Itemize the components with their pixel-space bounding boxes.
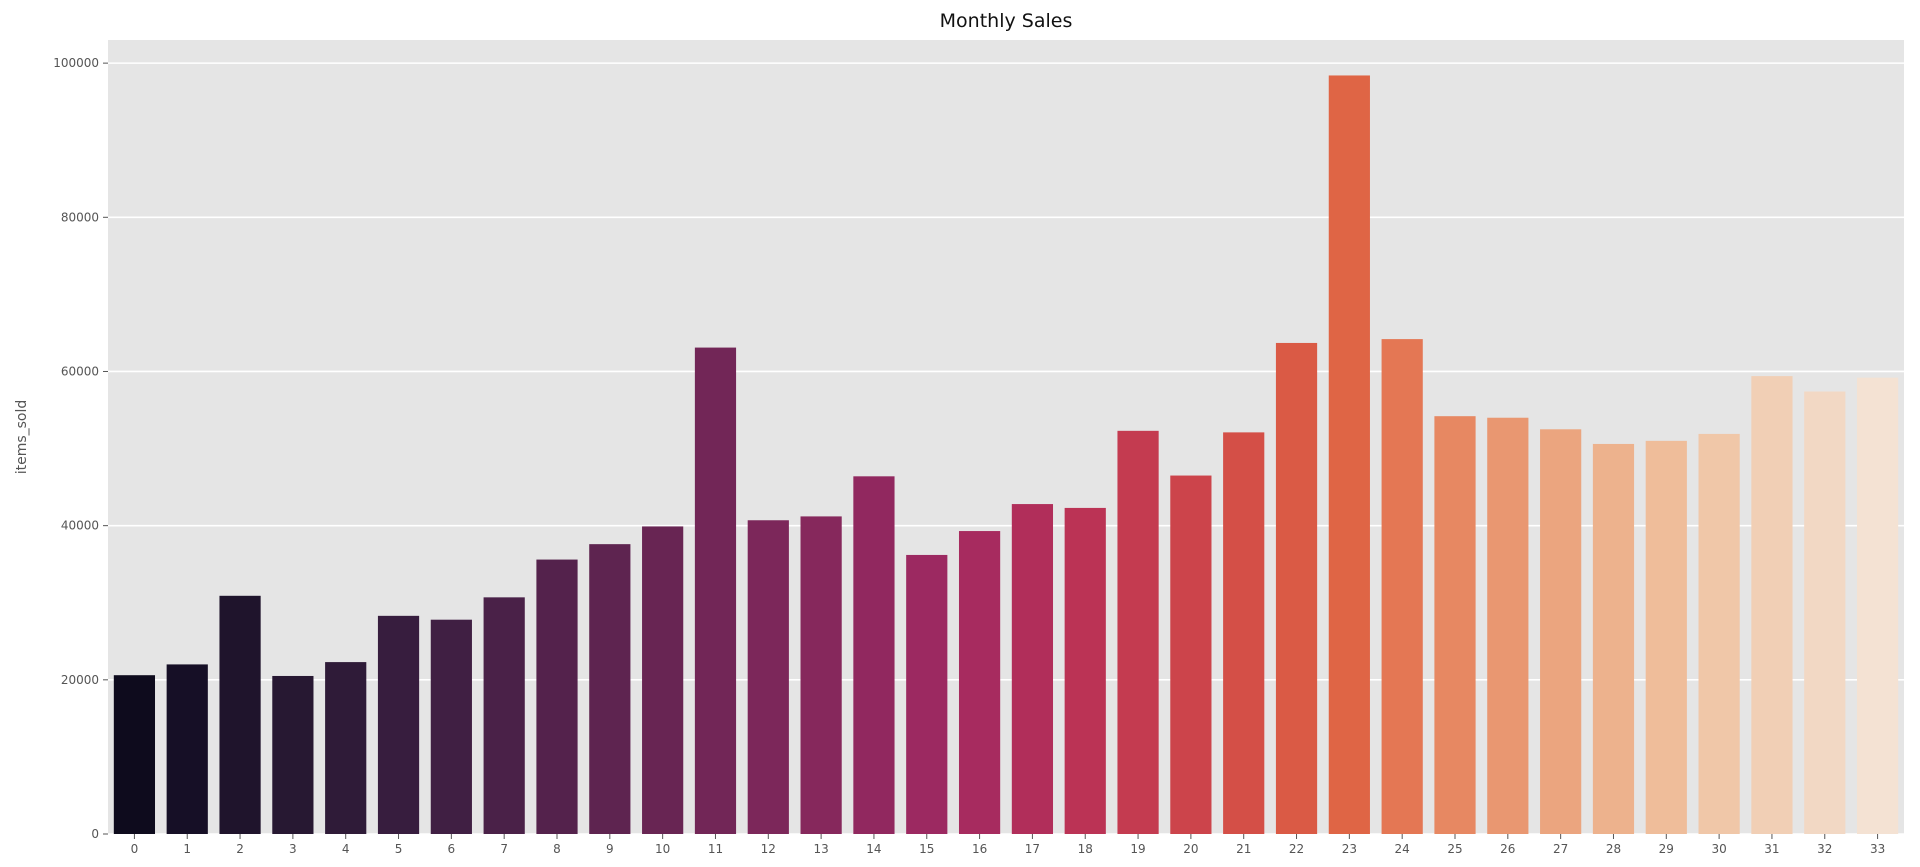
y-tick-label: 20000 — [61, 673, 99, 687]
x-tick-label: 11 — [708, 842, 723, 856]
bar-11 — [694, 347, 737, 834]
x-axis-ticks: 0 1 2 3 4 5 6 7 8 9 10 11 12 13 14 15 16 17 18 19 20 21 22 23 24… — [131, 834, 1885, 856]
x-tick-label: 24 — [1395, 842, 1410, 856]
x-tick-label: 18 — [1078, 842, 1093, 856]
bar-31 — [1751, 376, 1793, 834]
bar-6 — [430, 619, 472, 834]
x-tick-label: 17 — [1025, 842, 1040, 856]
bar-4 — [325, 662, 367, 834]
plot-background — [108, 40, 1904, 834]
x-tick-label: 20 — [1183, 842, 1198, 856]
x-tick-label: 23 — [1342, 842, 1357, 856]
x-tick-label: 26 — [1500, 842, 1515, 856]
bar-14 — [853, 476, 895, 834]
x-tick-label: 31 — [1764, 842, 1779, 856]
y-tick-label: 80000 — [61, 210, 99, 224]
x-tick-label: 30 — [1711, 842, 1726, 856]
bar-9 — [589, 544, 631, 834]
bar-19 — [1117, 430, 1159, 834]
bar-0 — [113, 675, 156, 834]
y-axis-ticks: 0 20000 40000 60000 80000 100000 — [53, 56, 108, 841]
bar-27 — [1540, 429, 1582, 834]
x-tick-label: 28 — [1606, 842, 1621, 856]
bar-24 — [1381, 339, 1423, 834]
y-tick-label: 60000 — [61, 364, 99, 378]
bar-16 — [958, 531, 1001, 834]
x-tick-label: 16 — [972, 842, 987, 856]
bar-15 — [906, 554, 948, 834]
bar-10 — [642, 526, 684, 834]
x-tick-label: 13 — [813, 842, 828, 856]
bar-30 — [1698, 433, 1740, 834]
x-tick-label: 33 — [1870, 842, 1885, 856]
x-tick-label: 12 — [761, 842, 776, 856]
y-tick-label: 40000 — [61, 519, 99, 533]
x-tick-label: 1 — [183, 842, 191, 856]
x-tick-label: 5 — [395, 842, 403, 856]
x-tick-label: 22 — [1289, 842, 1304, 856]
bar-7 — [483, 597, 525, 834]
bar-17 — [1011, 504, 1054, 834]
x-tick-label: 9 — [606, 842, 614, 856]
bar-8 — [536, 559, 578, 834]
x-tick-label: 21 — [1236, 842, 1251, 856]
bar-22 — [1275, 342, 1318, 834]
y-axis-label: items_sold — [14, 400, 30, 475]
x-tick-label: 7 — [500, 842, 508, 856]
chart-title: Monthly Sales — [940, 10, 1073, 32]
bar-12 — [747, 520, 789, 834]
bar-23 — [1328, 75, 1370, 834]
x-tick-label: 14 — [866, 842, 881, 856]
bar-33 — [1856, 377, 1899, 834]
bar-20 — [1170, 475, 1212, 834]
x-tick-label: 0 — [131, 842, 139, 856]
bar-28 — [1592, 443, 1635, 834]
bar-18 — [1064, 507, 1106, 834]
bar-1 — [166, 664, 208, 834]
bar-21 — [1223, 432, 1265, 834]
bar-25 — [1434, 416, 1476, 834]
x-tick-label: 8 — [553, 842, 561, 856]
x-tick-label: 15 — [919, 842, 934, 856]
x-tick-label: 29 — [1659, 842, 1674, 856]
x-tick-label: 6 — [448, 842, 456, 856]
bar-32 — [1804, 391, 1846, 834]
x-tick-label: 27 — [1553, 842, 1568, 856]
x-tick-label: 4 — [342, 842, 350, 856]
x-tick-label: 3 — [289, 842, 297, 856]
x-tick-label: 25 — [1447, 842, 1462, 856]
x-tick-label: 10 — [655, 842, 670, 856]
x-tick-label: 19 — [1130, 842, 1145, 856]
bar-26 — [1487, 417, 1529, 834]
bar-29 — [1645, 440, 1687, 834]
bar-13 — [800, 516, 842, 834]
bar-2 — [219, 595, 261, 834]
x-tick-label: 2 — [236, 842, 244, 856]
x-tick-label: 32 — [1817, 842, 1832, 856]
y-tick-label: 100000 — [53, 56, 99, 70]
bar-5 — [377, 615, 420, 834]
bar-3 — [272, 675, 314, 834]
y-tick-label: 0 — [91, 827, 99, 841]
bars — [113, 75, 1899, 834]
